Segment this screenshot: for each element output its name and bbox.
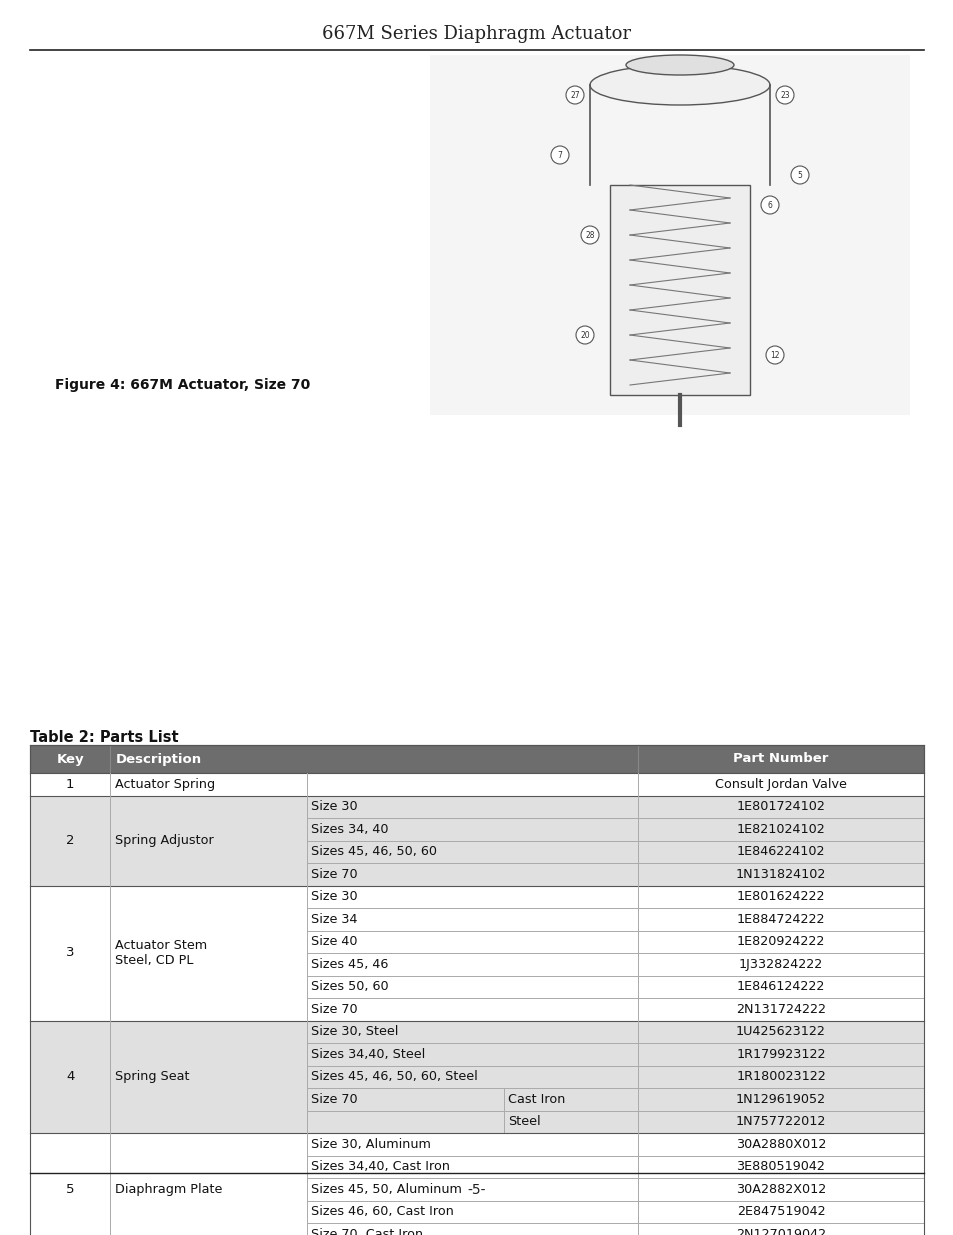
Text: 1E801724102: 1E801724102	[736, 800, 824, 814]
Text: 3: 3	[66, 946, 74, 960]
Bar	[30, 1132, 923, 1235]
Text: Spring Adjustor: Spring Adjustor	[115, 834, 214, 847]
Text: Steel: Steel	[507, 1115, 540, 1129]
Bar	[430, 56, 909, 415]
Text: Size 70: Size 70	[311, 868, 357, 881]
Text: Sizes 45, 46: Sizes 45, 46	[311, 958, 388, 971]
Text: 667M Series Diaphragm Actuator: 667M Series Diaphragm Actuator	[322, 25, 631, 43]
Text: 5: 5	[66, 1183, 74, 1195]
Text: Consult Jordan Valve: Consult Jordan Valve	[714, 778, 846, 790]
Text: 20: 20	[579, 331, 589, 340]
Text: Sizes 50, 60: Sizes 50, 60	[311, 981, 389, 993]
Text: Actuator Spring: Actuator Spring	[115, 778, 215, 790]
Text: 4: 4	[66, 1071, 74, 1083]
Text: 2: 2	[66, 834, 74, 847]
Text: Size 70, Cast Iron: Size 70, Cast Iron	[311, 1228, 423, 1235]
Text: Figure 4: 667M Actuator, Size 70: Figure 4: 667M Actuator, Size 70	[55, 378, 310, 391]
Text: Diaphragm Plate: Diaphragm Plate	[115, 1183, 223, 1195]
Circle shape	[775, 86, 793, 104]
Text: 1R179923122: 1R179923122	[736, 1047, 825, 1061]
Text: 1U425623122: 1U425623122	[736, 1025, 825, 1039]
Text: Size 30: Size 30	[311, 890, 357, 903]
Text: 3E880519042: 3E880519042	[736, 1160, 824, 1173]
Bar	[30, 1020, 923, 1132]
Text: Sizes 45, 50, Aluminum: Sizes 45, 50, Aluminum	[311, 1183, 461, 1195]
Text: Description: Description	[115, 752, 201, 766]
Circle shape	[580, 226, 598, 245]
Text: Key: Key	[56, 752, 84, 766]
Bar	[30, 795, 923, 885]
Circle shape	[765, 346, 783, 364]
Text: 1N757722012: 1N757722012	[735, 1115, 825, 1129]
Circle shape	[576, 326, 594, 345]
Text: 1: 1	[66, 778, 74, 790]
Text: Spring Seat: Spring Seat	[115, 1071, 190, 1083]
Text: Actuator Stem
Steel, CD PL: Actuator Stem Steel, CD PL	[115, 939, 208, 967]
Text: 1J332824222: 1J332824222	[738, 958, 822, 971]
Text: Sizes 45, 46, 50, 60, Steel: Sizes 45, 46, 50, 60, Steel	[311, 1071, 477, 1083]
Text: Size 30, Aluminum: Size 30, Aluminum	[311, 1137, 431, 1151]
Text: Size 40: Size 40	[311, 935, 357, 948]
Text: 1E846124222: 1E846124222	[736, 981, 824, 993]
Text: 27: 27	[570, 90, 579, 100]
Text: 1E821024102: 1E821024102	[736, 823, 824, 836]
Text: 1E884724222: 1E884724222	[736, 913, 824, 926]
Text: 12: 12	[769, 351, 779, 359]
Text: Size 70: Size 70	[311, 1093, 357, 1105]
Bar	[609, 185, 749, 395]
Text: 6: 6	[767, 200, 772, 210]
Text: 23: 23	[780, 90, 789, 100]
Text: 1E846224102: 1E846224102	[736, 845, 824, 858]
Text: Sizes 46, 60, Cast Iron: Sizes 46, 60, Cast Iron	[311, 1205, 454, 1218]
Text: -5-: -5-	[467, 1183, 486, 1197]
Circle shape	[565, 86, 583, 104]
Text: 30A2882X012: 30A2882X012	[735, 1183, 825, 1195]
Text: 1N131824102: 1N131824102	[735, 868, 825, 881]
Circle shape	[790, 165, 808, 184]
Text: Size 30, Steel: Size 30, Steel	[311, 1025, 398, 1039]
Ellipse shape	[589, 65, 769, 105]
Text: Table 2: Parts List: Table 2: Parts List	[30, 730, 178, 745]
Text: Size 70: Size 70	[311, 1003, 357, 1015]
Ellipse shape	[625, 56, 733, 75]
Bar	[30, 745, 923, 773]
Text: 2N131724222: 2N131724222	[735, 1003, 825, 1015]
Text: Size 30: Size 30	[311, 800, 357, 814]
Text: 1N129619052: 1N129619052	[735, 1093, 825, 1105]
Text: Sizes 34, 40: Sizes 34, 40	[311, 823, 388, 836]
Text: Size 34: Size 34	[311, 913, 357, 926]
Text: 2N127019042: 2N127019042	[735, 1228, 825, 1235]
Bar	[30, 885, 923, 1020]
Text: 30A2880X012: 30A2880X012	[735, 1137, 825, 1151]
Text: Part Number: Part Number	[733, 752, 828, 766]
Text: Sizes 34,40, Steel: Sizes 34,40, Steel	[311, 1047, 425, 1061]
Circle shape	[551, 146, 568, 164]
Text: 5: 5	[797, 170, 801, 179]
Text: Sizes 34,40, Cast Iron: Sizes 34,40, Cast Iron	[311, 1160, 450, 1173]
Text: Sizes 45, 46, 50, 60: Sizes 45, 46, 50, 60	[311, 845, 436, 858]
Text: 2E847519042: 2E847519042	[736, 1205, 824, 1218]
Text: 1E801624222: 1E801624222	[736, 890, 824, 903]
Text: Cast Iron: Cast Iron	[507, 1093, 564, 1105]
Text: 1E820924222: 1E820924222	[736, 935, 824, 948]
Bar	[30, 773, 923, 795]
Text: 28: 28	[584, 231, 594, 240]
Text: 7: 7	[557, 151, 562, 159]
Circle shape	[760, 196, 779, 214]
Text: 1R180023122: 1R180023122	[736, 1071, 825, 1083]
